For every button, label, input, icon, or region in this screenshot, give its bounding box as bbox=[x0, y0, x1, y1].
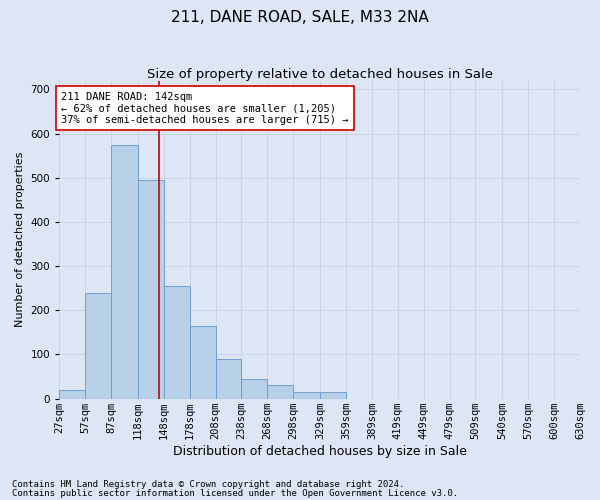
Bar bbox=[85, 292, 111, 399]
Text: Contains HM Land Registry data © Crown copyright and database right 2024.: Contains HM Land Registry data © Crown c… bbox=[12, 480, 404, 489]
Bar bbox=[268, 386, 293, 398]
Title: Size of property relative to detached houses in Sale: Size of property relative to detached ho… bbox=[146, 68, 493, 80]
Bar bbox=[138, 180, 164, 398]
Bar bbox=[59, 390, 85, 398]
Bar bbox=[215, 359, 241, 399]
Y-axis label: Number of detached properties: Number of detached properties bbox=[15, 152, 25, 328]
Bar bbox=[241, 379, 268, 398]
Bar bbox=[111, 144, 138, 398]
Text: 211, DANE ROAD, SALE, M33 2NA: 211, DANE ROAD, SALE, M33 2NA bbox=[171, 10, 429, 25]
Bar bbox=[164, 286, 190, 399]
X-axis label: Distribution of detached houses by size in Sale: Distribution of detached houses by size … bbox=[173, 444, 467, 458]
Bar bbox=[190, 326, 215, 398]
Text: 211 DANE ROAD: 142sqm
← 62% of detached houses are smaller (1,205)
37% of semi-d: 211 DANE ROAD: 142sqm ← 62% of detached … bbox=[61, 92, 349, 124]
Bar bbox=[293, 392, 320, 398]
Bar bbox=[320, 392, 346, 398]
Text: Contains public sector information licensed under the Open Government Licence v3: Contains public sector information licen… bbox=[12, 489, 458, 498]
